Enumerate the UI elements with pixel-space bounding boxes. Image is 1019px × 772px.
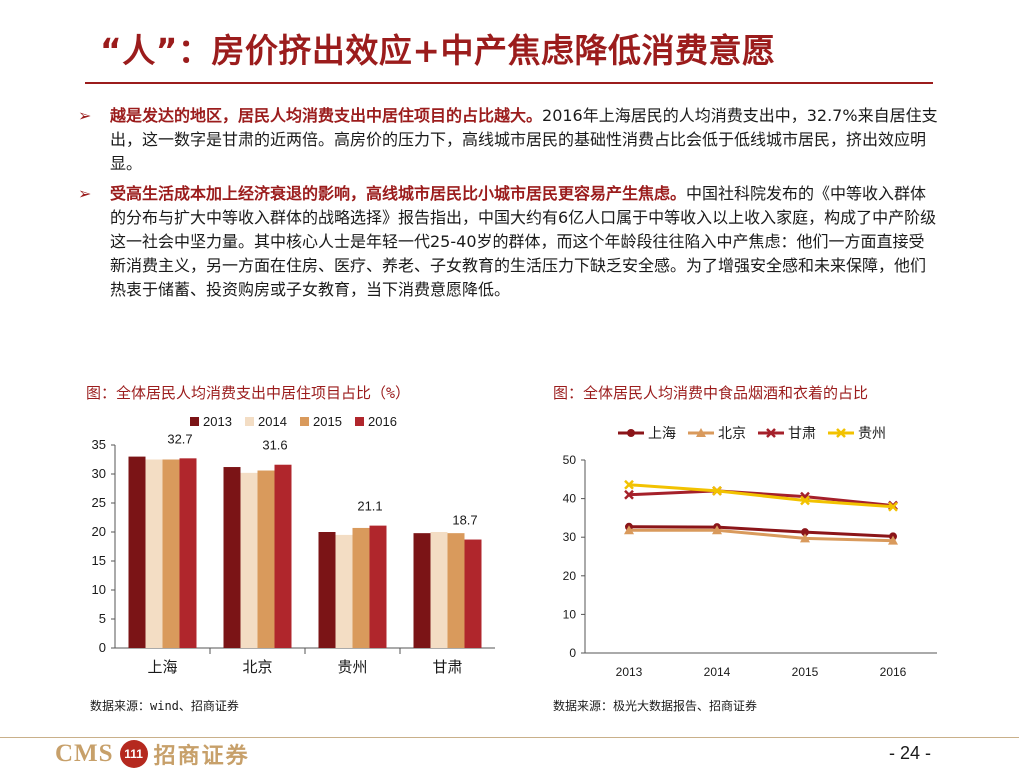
point-marker [712, 525, 722, 535]
bar [223, 467, 241, 648]
x-tick-label: 贵州 [337, 659, 367, 676]
point-marker [766, 428, 776, 438]
y-tick-label: 0 [99, 640, 106, 655]
legend-swatch [190, 417, 199, 426]
legend-label: 2014 [258, 414, 287, 429]
right-figure-source: 数据来源：极光大数据报告、招商证券 [553, 699, 758, 713]
footer-divider [0, 737, 1019, 738]
logo-text: CMS [55, 740, 114, 767]
x-tick-label: 北京 [242, 659, 272, 676]
legend-swatch [245, 417, 254, 426]
series-line [628, 525, 894, 538]
x-tick-label: 甘肃 [432, 659, 462, 676]
point-marker [888, 501, 898, 512]
bullet-body: 中国社科院发布的《中等收入群体的分布与扩大中等收入群体的战略选择》报告指出，中国… [110, 184, 937, 299]
point-marker [627, 429, 635, 437]
y-tick-label: 35 [92, 437, 106, 452]
y-tick-label: 10 [563, 607, 577, 621]
data-label: 21.1 [357, 499, 382, 514]
right-figure-title: 图：全体居民人均消费中食品烟酒和衣着的占比 [553, 384, 869, 402]
data-label: 18.7 [452, 513, 477, 528]
point-marker [712, 485, 722, 496]
logo-cn-text: 招商证券 [153, 744, 250, 769]
y-tick-label: 5 [99, 611, 106, 626]
company-logo: CMS 111 招商证券 [55, 738, 250, 770]
point-marker [696, 428, 706, 437]
bar [335, 534, 353, 648]
y-tick-label: 25 [92, 495, 106, 510]
bullet-item: ➢ 受高生活成本加上经济衰退的影响，高线城市居民比小城市居民更容易产生焦虑。中国… [78, 182, 938, 302]
left-figure-title: 图：全体居民人均消费支出中居住项目占比（%） [86, 384, 411, 402]
bar [447, 533, 465, 648]
bar [464, 539, 482, 648]
bar [430, 532, 448, 648]
bullet-body: 2016年上海居民的人均消费支出中，32.7%来自居住支出，这一数字是甘肃的近两… [110, 106, 938, 173]
legend-label: 2016 [368, 414, 397, 429]
point-marker [800, 495, 810, 506]
bullet-lead: 越是发达的地区，居民人均消费支出中居住项目的占比越大。 [110, 106, 543, 125]
x-tick-label: 2016 [880, 665, 907, 679]
bar [240, 472, 258, 648]
y-tick-label: 15 [92, 553, 106, 568]
page-number: - 24 - [888, 743, 931, 763]
series-line [629, 528, 894, 543]
bar [128, 456, 146, 648]
point-marker [801, 528, 809, 537]
bar [369, 525, 387, 648]
legend-label: 北京 [718, 425, 746, 441]
legend-swatch [300, 417, 309, 426]
legend-label: 2015 [313, 414, 342, 429]
bar [162, 459, 180, 648]
point-marker [624, 489, 634, 500]
x-tick-label: 上海 [147, 659, 177, 676]
food-clothing-share-line-chart: 上海 北京 甘肃 贵州 0 10 20 30 40 50 2013 2014 2015 2016 [563, 425, 937, 679]
bar [257, 470, 275, 648]
y-tick-label: 10 [92, 582, 106, 597]
bar [352, 527, 370, 648]
bar [274, 464, 292, 648]
point-marker [800, 533, 810, 543]
left-figure-source: 数据来源：wind、招商证券 [90, 699, 239, 713]
bar [413, 533, 431, 648]
y-tick-label: 20 [92, 524, 106, 539]
legend-label: 2013 [203, 414, 232, 429]
y-tick-label: 20 [563, 569, 577, 583]
legend-label: 甘肃 [788, 425, 816, 441]
bullet-lead: 受高生活成本加上经济衰退的影响，高线城市居民比小城市居民更容易产生焦虑。 [110, 184, 687, 203]
bar [145, 459, 163, 648]
data-label: 31.6 [262, 438, 287, 453]
bar [179, 458, 197, 648]
series-line [628, 489, 894, 508]
x-tick-label: 2015 [792, 665, 819, 679]
page-title: “人”：房价挤出效应+中产焦虑降低消费意愿 [100, 31, 776, 70]
title-divider [85, 82, 933, 84]
x-tick-label: 2013 [616, 665, 643, 679]
legend-label: 贵州 [858, 425, 886, 441]
series-line [628, 483, 894, 509]
point-marker [888, 535, 898, 545]
y-tick-label: 40 [563, 492, 577, 506]
point-marker [624, 479, 634, 490]
bullet-list: ➢ 越是发达的地区，居民人均消费支出中居住项目的占比越大。2016年上海居民的人… [78, 104, 938, 308]
data-label: 32.7 [167, 431, 192, 446]
y-tick-label: 30 [92, 466, 106, 481]
housing-share-bar-chart: 2013 2014 2015 2016 0 5 10 15 20 25 30 35 上海 32.7 北京 31… [92, 414, 495, 676]
legend-swatch [355, 417, 364, 426]
chevron-right-icon: ➢ [78, 184, 92, 203]
point-marker [836, 428, 846, 438]
bar [318, 532, 336, 648]
bullet-item: ➢ 越是发达的地区，居民人均消费支出中居住项目的占比越大。2016年上海居民的人… [78, 104, 938, 176]
y-tick-label: 0 [569, 646, 576, 660]
chevron-right-icon: ➢ [78, 106, 92, 125]
y-tick-label: 50 [563, 453, 577, 467]
x-tick-label: 2014 [704, 665, 731, 679]
logo-badge-icon: 111 [119, 740, 148, 768]
y-tick-label: 30 [563, 530, 577, 544]
point-marker [624, 525, 634, 535]
legend-label: 上海 [648, 425, 676, 441]
